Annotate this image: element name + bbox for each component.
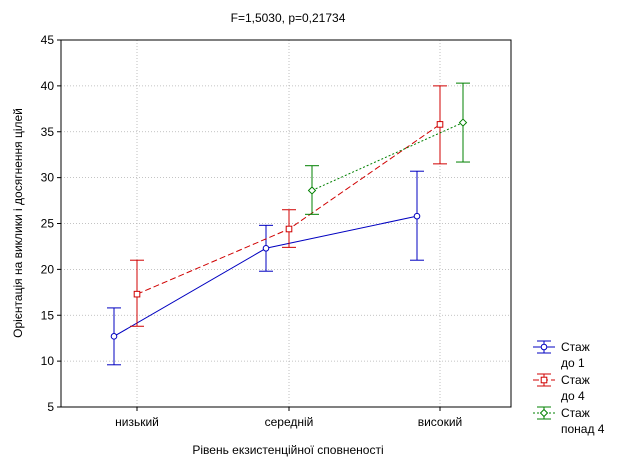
y-tick-label: 5 [47, 400, 54, 414]
data-point [458, 118, 468, 127]
y-tick-label: 30 [41, 171, 55, 185]
data-point [133, 290, 141, 298]
legend-label: до 4 [561, 389, 585, 403]
legend: Стаж до 1 Стаж до 4 Стаж понад 4 [533, 340, 605, 436]
y-axis: 5 10 15 20 25 30 35 40 45 [41, 33, 61, 414]
data-point [413, 212, 421, 220]
x-tick-label: середній [265, 415, 314, 429]
data-point [539, 408, 549, 418]
series-2 [130, 85, 447, 327]
legend-label: Стаж [561, 340, 590, 354]
grid [61, 40, 511, 407]
chart-title: F=1,5030, p=0,21734 [231, 11, 346, 25]
x-axis-title: Рівень екзистенційної сповненості [192, 443, 383, 457]
series-3 [305, 82, 470, 215]
legend-item-1: Стаж до 1 [533, 340, 590, 370]
data-point [540, 343, 548, 351]
data-point [307, 186, 317, 195]
x-tick-label: низький [115, 415, 159, 429]
legend-label: Стаж [561, 373, 590, 387]
y-tick-label: 40 [41, 79, 55, 93]
x-axis: низький середній високий [115, 407, 462, 429]
legend-item-2: Стаж до 4 [533, 373, 590, 403]
data-point [110, 333, 118, 340]
y-tick-label: 45 [41, 33, 55, 47]
series-1 [107, 170, 424, 366]
y-axis-title: Орієнтація на виклики і досягнення цілей [11, 108, 25, 338]
x-tick-label: високий [418, 415, 463, 429]
y-tick-label: 15 [41, 308, 55, 322]
data-point [436, 121, 444, 128]
legend-label: понад 4 [561, 422, 605, 436]
legend-label: до 1 [561, 356, 585, 370]
y-tick-label: 20 [41, 262, 55, 276]
y-tick-label: 10 [41, 354, 55, 368]
y-tick-label: 25 [41, 217, 55, 231]
data-point [540, 376, 548, 384]
data-point [285, 225, 293, 233]
data-point [262, 244, 270, 252]
series-layer [107, 82, 470, 366]
legend-label: Стаж [561, 406, 590, 420]
y-tick-label: 35 [41, 125, 55, 139]
series-line [311, 122, 464, 191]
legend-item-3: Стаж понад 4 [533, 406, 605, 436]
